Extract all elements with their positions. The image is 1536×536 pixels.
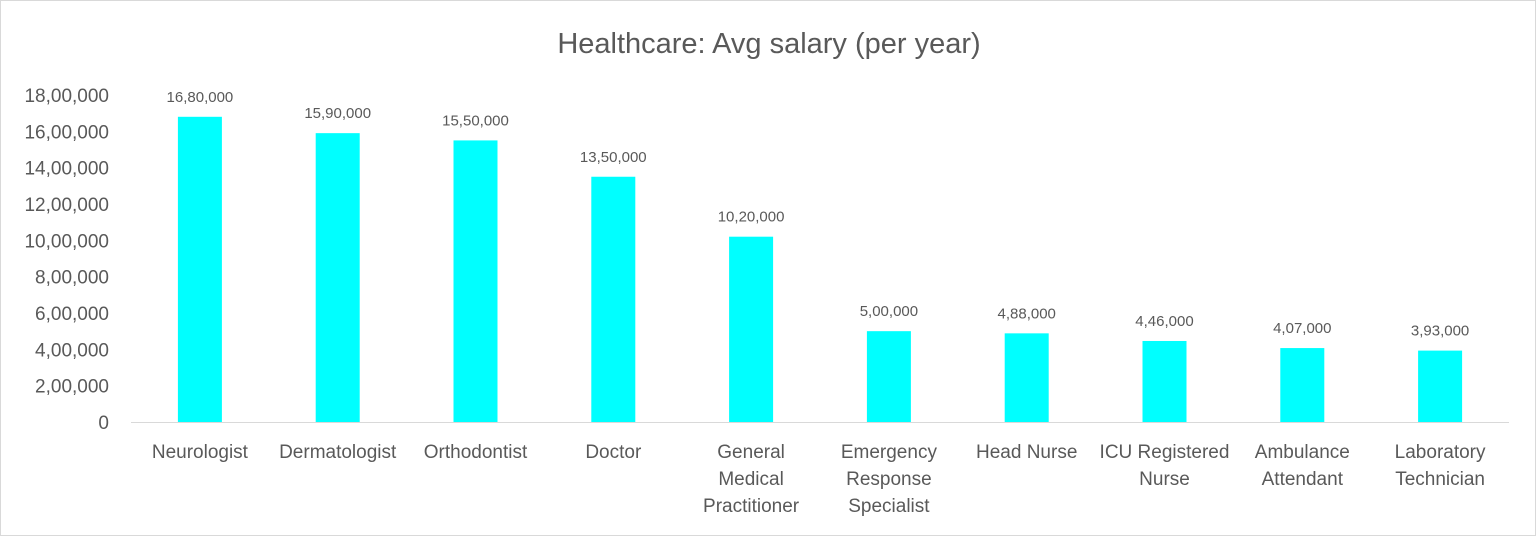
bar bbox=[1142, 340, 1187, 422]
x-tick-label: ICU Registered Nurse bbox=[1100, 442, 1230, 490]
y-tick-label: 14,00,000 bbox=[24, 159, 109, 180]
bar bbox=[1004, 333, 1049, 422]
data-label: 15,90,000 bbox=[304, 105, 371, 122]
bar bbox=[177, 116, 222, 423]
x-axis: Neurologist Dermatologist Orthodontist Doct… bbox=[152, 442, 1486, 517]
y-axis: 0 2,00,000 4,00,000 6,00,000 8,00,000 10,00,0… bbox=[24, 86, 109, 434]
y-tick-label: 2,00,000 bbox=[35, 377, 109, 398]
x-tick-label: Laboratory Technician bbox=[1395, 442, 1486, 490]
bar bbox=[315, 133, 360, 422]
data-label: 16,80,000 bbox=[167, 89, 234, 106]
x-tick-label: Emergency Response Specialist bbox=[841, 442, 938, 517]
bar bbox=[1418, 350, 1463, 422]
data-label: 5,00,000 bbox=[860, 303, 918, 320]
y-tick-label: 16,00,000 bbox=[24, 122, 109, 143]
data-label: 4,46,000 bbox=[1135, 313, 1193, 330]
bars: 16,80,000 15,90,000 15,50,000 13,50,000 10,2… bbox=[167, 89, 1469, 423]
bar bbox=[591, 176, 636, 422]
x-tick-label: Doctor bbox=[585, 442, 642, 463]
x-tick-label: Dermatologist bbox=[279, 442, 397, 463]
bar bbox=[1280, 348, 1325, 422]
data-label: 10,20,000 bbox=[718, 209, 785, 226]
x-tick-label: Ambulance Attendant bbox=[1255, 442, 1350, 490]
x-tick-label: Neurologist bbox=[152, 442, 249, 463]
x-tick-label: General Medical Practitioner bbox=[703, 442, 800, 517]
bar bbox=[729, 236, 774, 422]
x-tick-label: Orthodontist bbox=[424, 442, 528, 463]
y-tick-label: 6,00,000 bbox=[35, 304, 109, 325]
y-tick-label: 8,00,000 bbox=[35, 268, 109, 289]
data-label: 3,93,000 bbox=[1411, 323, 1469, 340]
y-tick-label: 12,00,000 bbox=[24, 195, 109, 216]
y-tick-label: 18,00,000 bbox=[24, 86, 109, 107]
data-label: 15,50,000 bbox=[442, 112, 509, 129]
y-tick-label: 0 bbox=[98, 413, 109, 434]
y-tick-label: 4,00,000 bbox=[35, 340, 109, 361]
data-label: 13,50,000 bbox=[580, 149, 647, 166]
bar bbox=[453, 140, 498, 422]
data-label: 4,07,000 bbox=[1273, 320, 1331, 337]
x-tick-label: Head Nurse bbox=[976, 442, 1077, 463]
bar bbox=[866, 331, 911, 422]
data-label: 4,88,000 bbox=[998, 305, 1056, 322]
chart-title: Healthcare: Avg salary (per year) bbox=[557, 28, 980, 60]
y-tick-label: 10,00,000 bbox=[24, 231, 109, 252]
